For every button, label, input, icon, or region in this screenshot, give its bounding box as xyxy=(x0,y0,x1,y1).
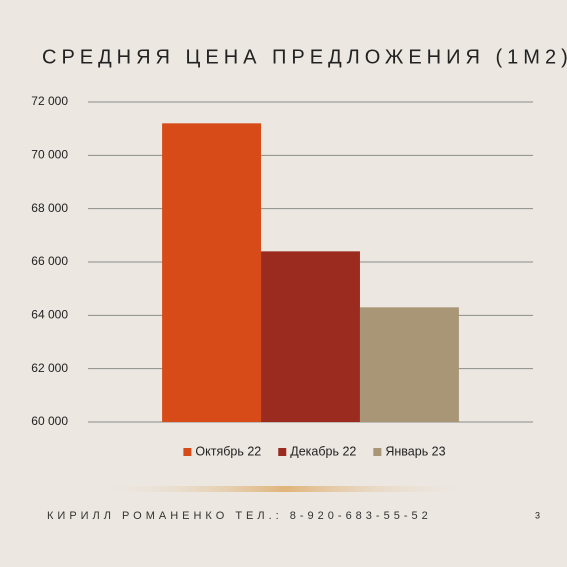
y-tick-label: 72 000 xyxy=(31,94,68,108)
legend-swatch xyxy=(183,448,192,456)
bar xyxy=(359,307,459,422)
decorative-line xyxy=(95,486,475,492)
y-tick-label: 66 000 xyxy=(31,254,68,268)
legend-label: Октябрь 22 xyxy=(195,444,261,458)
legend-swatch xyxy=(278,448,287,456)
y-tick-label: 62 000 xyxy=(31,361,68,375)
legend-label: Декабрь 22 xyxy=(290,444,356,458)
footer: КИРИЛЛ РОМАНЕНКО ТЕЛ.: 8-920-683-55-52 xyxy=(47,510,432,522)
bar xyxy=(162,123,262,422)
chart-title: СРЕДНЯЯ ЦЕНА ПРЕДЛОЖЕНИЯ (1М2) xyxy=(42,46,567,68)
legend-label: Январь 23 xyxy=(385,444,445,458)
y-tick-label: 64 000 xyxy=(31,308,68,322)
bar xyxy=(261,251,360,422)
y-tick-label: 70 000 xyxy=(31,148,68,162)
legend-swatch xyxy=(373,448,382,456)
y-tick-label: 68 000 xyxy=(31,201,68,215)
y-tick-label: 60 000 xyxy=(31,414,68,428)
slide-number: 3 xyxy=(535,510,540,520)
